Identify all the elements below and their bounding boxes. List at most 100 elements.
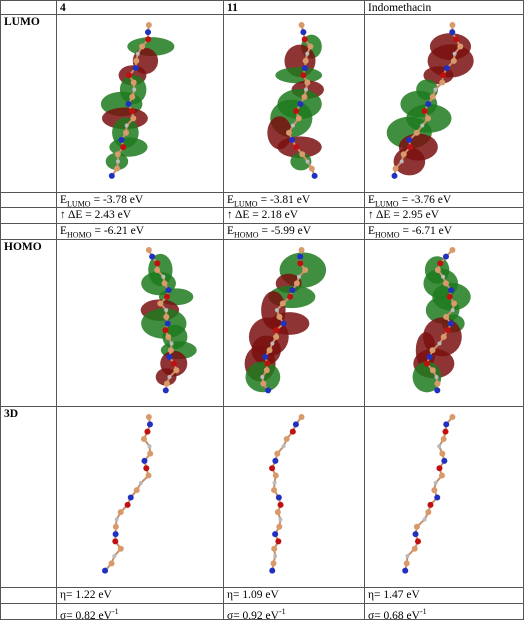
atom [300, 72, 307, 79]
column-title: 4 [60, 2, 66, 14]
atom [271, 545, 278, 552]
atom [145, 29, 152, 36]
atom [115, 159, 120, 164]
atom [391, 172, 398, 179]
atom [270, 341, 275, 346]
atom [130, 115, 137, 122]
atom [133, 57, 140, 64]
atom [434, 387, 441, 394]
energy-value: = -3.78 eV [93, 194, 144, 206]
energy-subscript: LUMO [375, 199, 399, 208]
energy-symbol: E [368, 225, 376, 237]
gap-cell: ↑ ΔE = 2.18 eV [224, 208, 365, 224]
molecule-image [244, 247, 327, 394]
atom [292, 421, 299, 428]
atom [293, 280, 300, 287]
atom [260, 374, 265, 379]
image-cell [224, 240, 365, 407]
atom [272, 457, 279, 464]
image-cell [224, 407, 365, 588]
atom [392, 165, 399, 172]
atom [125, 101, 132, 107]
atom [269, 465, 276, 472]
energy-value: = -6.21 eV [94, 225, 145, 237]
orbital-lobe [275, 67, 323, 84]
row-label: LUMO [0, 15, 57, 193]
atom [289, 287, 296, 294]
atom [442, 280, 449, 287]
atom [413, 129, 420, 136]
atom [450, 57, 457, 64]
molecule-image [412, 247, 471, 394]
molecule-image [402, 414, 456, 574]
row-title: LUMO [4, 16, 40, 28]
atom [452, 51, 457, 56]
atom [302, 57, 309, 64]
atom [423, 360, 430, 367]
atom [276, 523, 283, 530]
atom [154, 267, 161, 274]
atom [440, 435, 447, 442]
atom [308, 165, 315, 172]
eta-cell: η= 1.47 eV [365, 588, 524, 604]
energy-value: = -5.99 eV [261, 225, 312, 237]
atom [114, 165, 121, 172]
atom [442, 253, 449, 260]
image-cell [224, 15, 365, 193]
atom [145, 22, 152, 28]
atom [163, 293, 170, 300]
atom [440, 72, 447, 79]
atom [289, 136, 296, 143]
atom [140, 435, 147, 442]
atom [443, 421, 450, 428]
atom [272, 472, 279, 479]
energy-symbol: E [227, 194, 235, 206]
empty-cell [0, 604, 57, 620]
atom [145, 414, 152, 420]
atom [108, 560, 115, 567]
atom [139, 43, 146, 50]
energy-cell: EHOMO = -6.71 eV [365, 224, 524, 240]
energy-subscript: LUMO [67, 199, 91, 208]
column-title: Indomethacin [368, 2, 432, 14]
energy-subscript: HOMO [234, 230, 259, 240]
atom [442, 428, 449, 435]
atom [293, 144, 300, 151]
eta-value: η= 1.22 eV [60, 589, 112, 601]
atom [431, 487, 438, 494]
atom [453, 36, 460, 43]
energy-symbol: E [227, 225, 235, 237]
atom [149, 253, 156, 260]
atom [161, 280, 168, 287]
energy-value: = -6.71 eV [402, 225, 453, 237]
atom [273, 333, 280, 340]
atom [173, 367, 180, 374]
atom [297, 260, 304, 267]
sigma-unit-exponent: -1 [111, 607, 119, 616]
atom [441, 274, 446, 279]
atom [433, 480, 438, 485]
atom [296, 274, 301, 279]
atom [141, 457, 148, 464]
atom [439, 450, 446, 457]
atom [437, 260, 444, 267]
atom [443, 65, 450, 72]
column-title: 11 [227, 2, 238, 14]
atom [260, 380, 267, 387]
atom [263, 367, 270, 374]
atom [451, 300, 458, 307]
energy-cell: EHOMO = -5.99 eV [224, 224, 365, 240]
atom [274, 509, 281, 516]
image-cell [57, 15, 224, 193]
atom [433, 87, 438, 92]
energy-value: = -3.81 eV [260, 194, 311, 206]
atom [446, 293, 453, 300]
atom [124, 501, 131, 508]
atom [162, 387, 169, 394]
atom [434, 374, 439, 379]
energy-symbol: E [60, 225, 68, 237]
molecule-image [102, 414, 154, 574]
atom [154, 260, 161, 267]
atom [436, 465, 443, 472]
